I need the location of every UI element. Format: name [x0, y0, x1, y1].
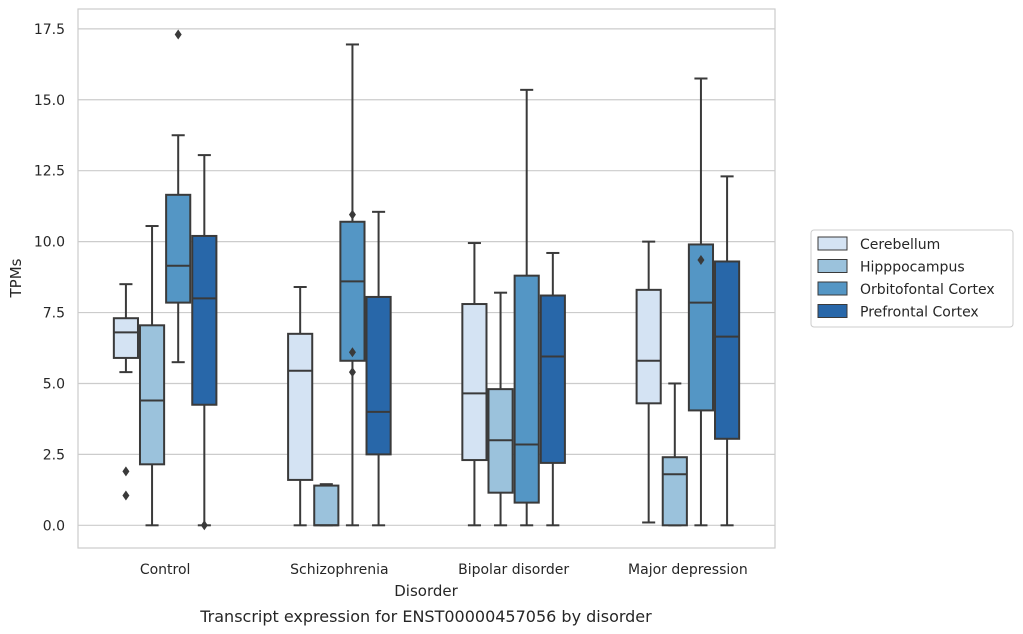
box-group: [112, 283, 139, 501]
legend-label: Prefrontal Cortex: [860, 305, 979, 321]
y-tick-label: 12.5: [34, 164, 65, 180]
plot-frame: [77, 8, 776, 549]
box: [365, 295, 392, 456]
box: [661, 456, 688, 527]
box: [112, 317, 139, 359]
box: [138, 324, 166, 466]
legend-label: Hipppocampus: [860, 260, 965, 276]
box: [191, 234, 218, 406]
box-group: [287, 286, 314, 527]
y-tick-label: 15.0: [34, 93, 65, 109]
outlier-point: [697, 255, 705, 266]
box-groups: [112, 29, 741, 531]
outlier-point: [200, 520, 208, 531]
box: [165, 193, 192, 304]
box: [714, 260, 741, 440]
box: [513, 274, 540, 504]
box: [313, 484, 340, 527]
legend-frame: [810, 229, 1014, 328]
box-group: [165, 29, 192, 364]
outlier-point: [348, 367, 356, 378]
legend: Cerebellum Hipppocampus Orbitofontal Corte…: [810, 229, 1014, 328]
x-tick-label: Major depression: [628, 562, 748, 578]
x-tick-labels: Control Schizophrenia Bipolar disorder Majo…: [140, 562, 748, 578]
outlier-point: [122, 466, 130, 477]
legend-swatch: [817, 236, 848, 251]
y-tick-label: 10.0: [34, 235, 65, 251]
x-axis-title: Disorder: [394, 582, 458, 600]
legend-swatch: [817, 304, 848, 318]
y-tick-label: 7.5: [43, 306, 65, 322]
box-group: [365, 210, 392, 527]
legend-swatch: [817, 281, 848, 296]
y-tick-label: 5.0: [43, 376, 65, 392]
box-group: [661, 382, 688, 527]
box: [339, 220, 366, 362]
outlier-point: [348, 209, 356, 220]
outlier-point: [122, 490, 130, 501]
y-axis-title: TPMs: [7, 258, 25, 298]
legend-swatch: [817, 259, 848, 273]
legend-label: Cerebellum: [860, 237, 940, 253]
legend-label: Orbitofontal Cortex: [860, 282, 995, 298]
box: [635, 288, 662, 405]
x-tick-label: Schizophrenia: [290, 562, 388, 578]
x-tick-label: Control: [140, 562, 191, 578]
chart-caption: Transcript expression for ENST0000045705…: [199, 607, 652, 626]
box-group: [687, 77, 715, 527]
x-tick-label: Bipolar disorder: [458, 562, 569, 578]
box-group: [138, 225, 166, 527]
box: [687, 243, 715, 412]
outlier-point: [348, 347, 356, 358]
y-tick-labels: 0.0 2.5 5.0 7.5 10.0 12.5 15.0 17.5: [34, 22, 65, 534]
box-group: [513, 88, 540, 527]
box-group: [635, 240, 662, 524]
box-group: [539, 251, 566, 527]
box-group: [313, 483, 340, 527]
box: [461, 303, 488, 462]
box-group: [714, 175, 741, 527]
box: [539, 294, 566, 464]
y-tick-label: 17.5: [34, 22, 65, 38]
y-tick-label: 2.5: [43, 447, 65, 463]
box-group: [191, 154, 218, 531]
box: [287, 332, 314, 481]
box-group: [487, 291, 514, 527]
box-group: [339, 43, 366, 527]
y-tick-label: 0.0: [43, 518, 65, 534]
box-group: [461, 242, 488, 527]
outlier-point: [174, 29, 182, 40]
